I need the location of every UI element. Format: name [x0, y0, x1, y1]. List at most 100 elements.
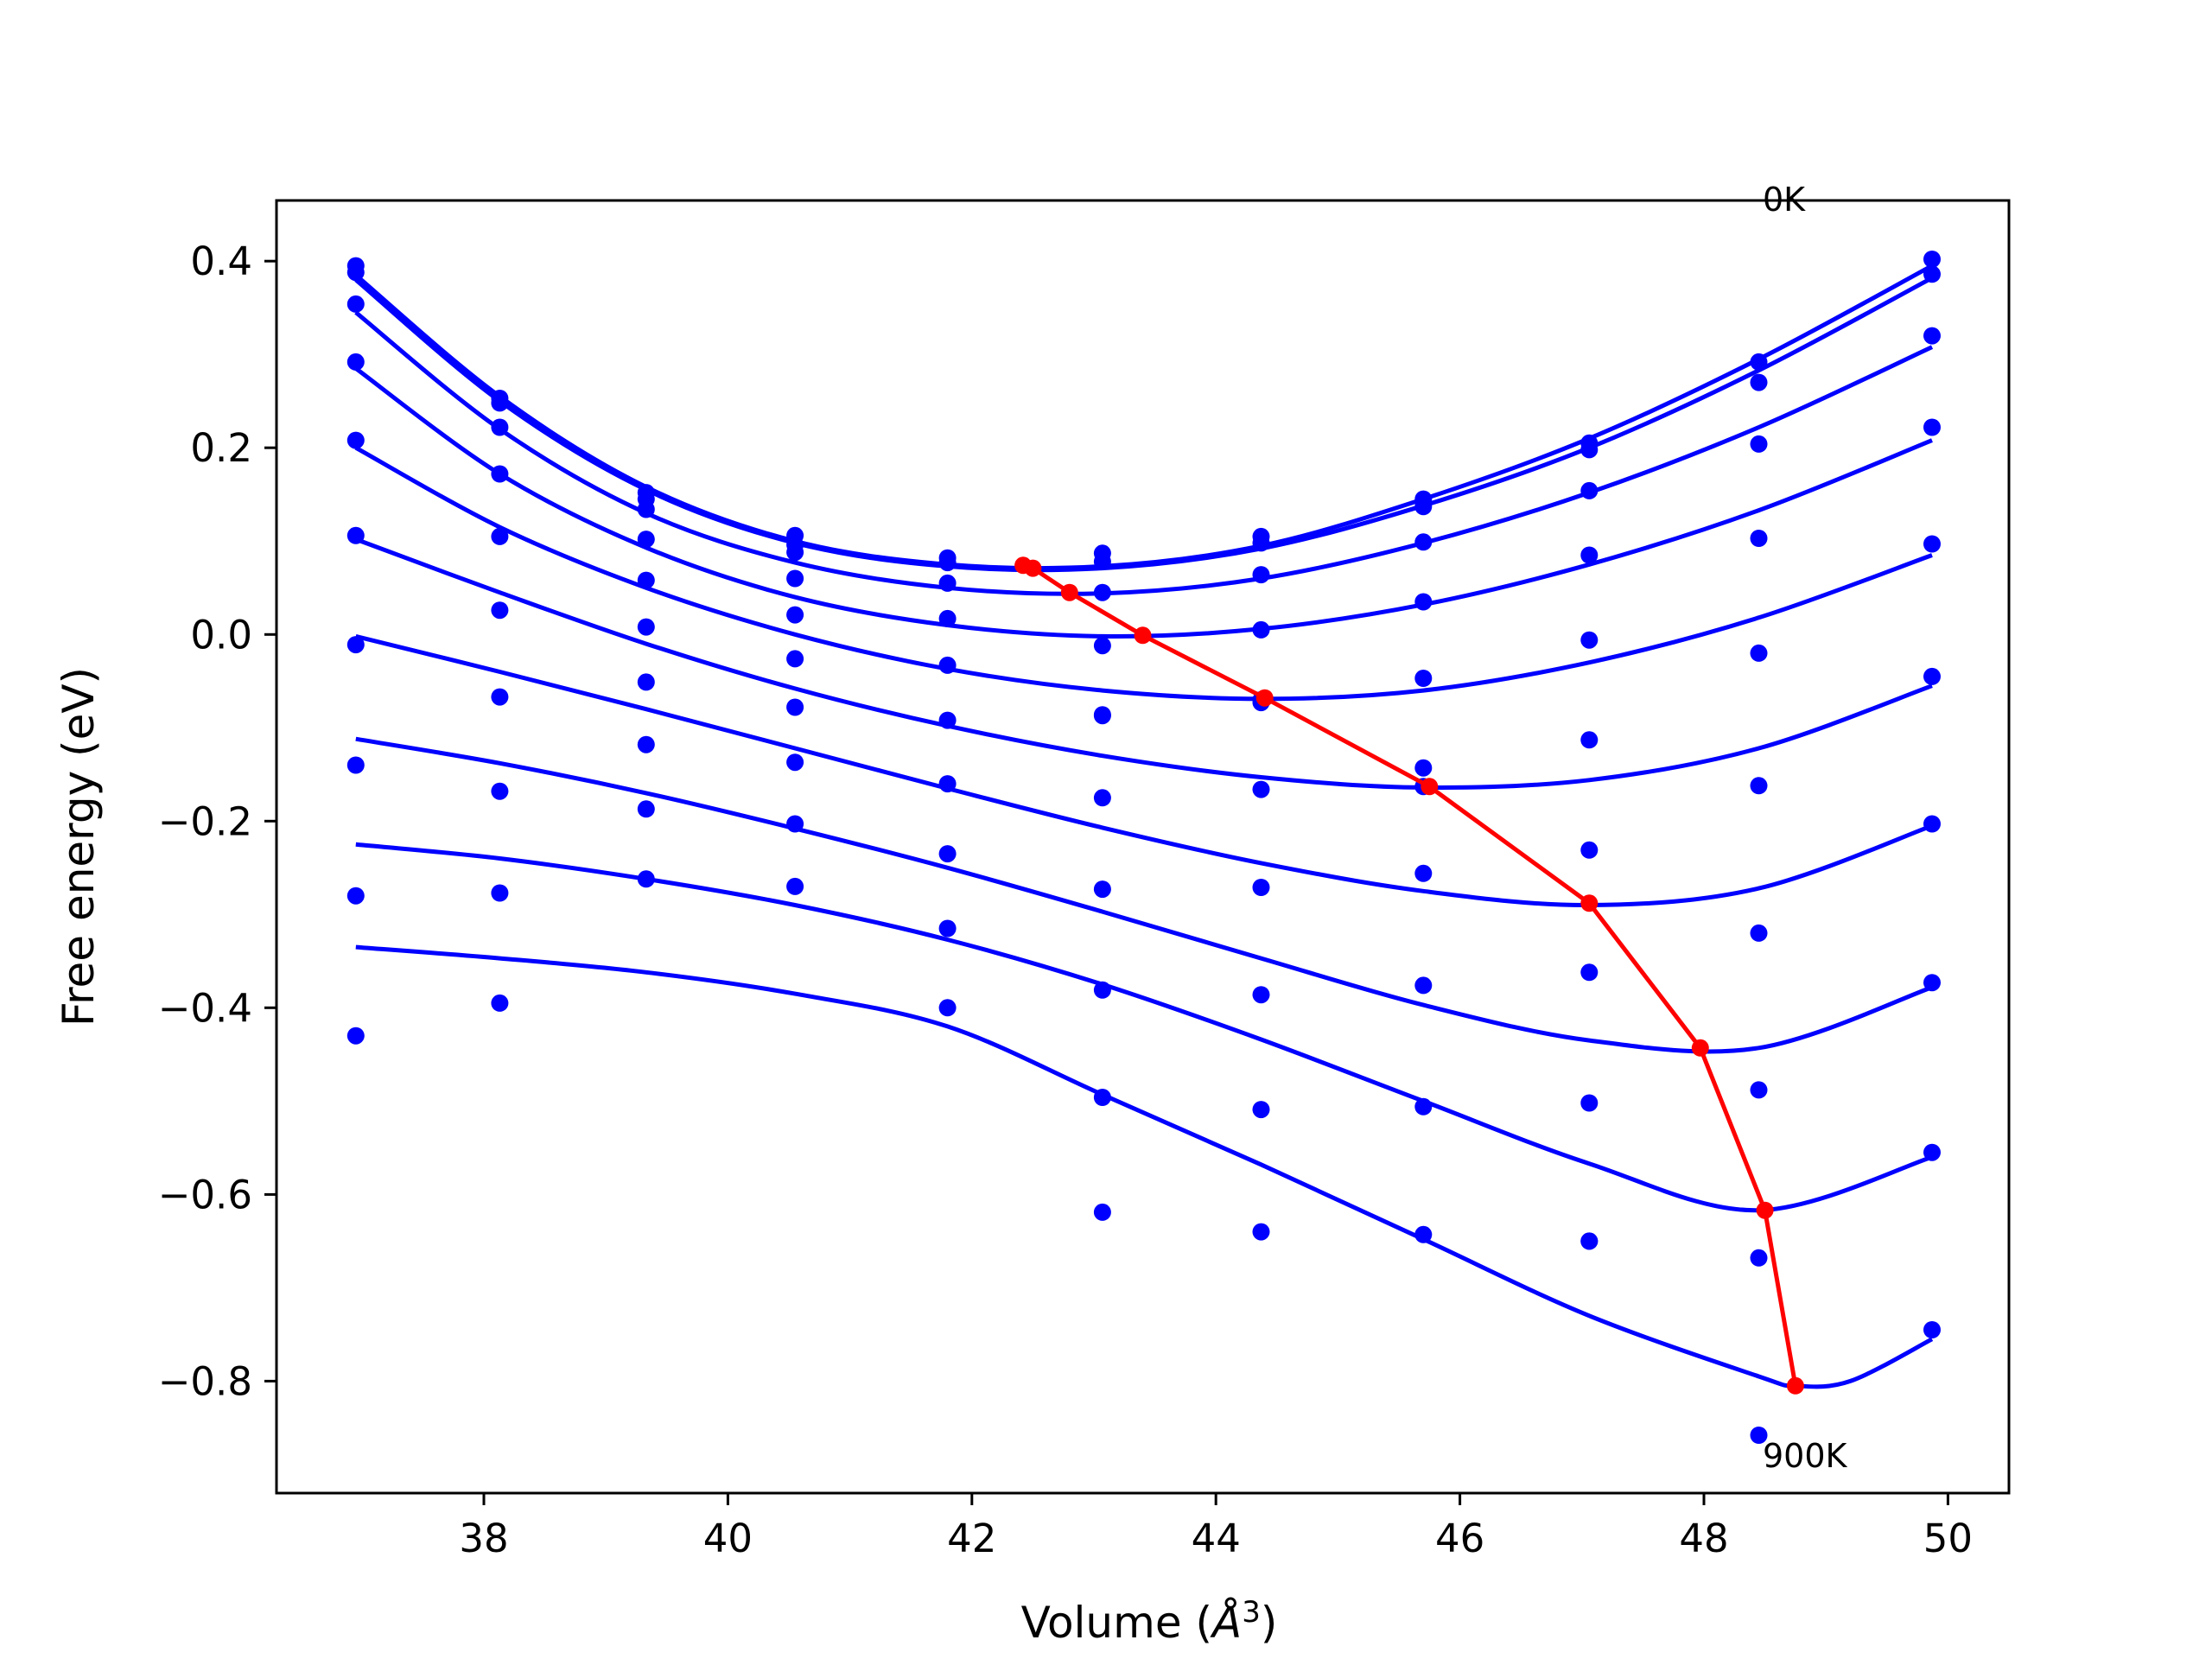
data-point-t8 [1923, 1143, 1941, 1161]
data-point-t7 [1252, 879, 1270, 896]
data-point-t9 [491, 994, 509, 1012]
x-tick-label: 42 [947, 1516, 996, 1561]
data-point-extra [1580, 1232, 1599, 1250]
x-tick-label: 50 [1923, 1516, 1973, 1561]
minimum-energy-path [1022, 563, 1798, 1387]
x-tick-label: 44 [1192, 1516, 1241, 1561]
minimum-point [1060, 583, 1078, 601]
fit-curve-t8 [355, 842, 1933, 1213]
data-point-t8 [637, 800, 655, 818]
data-point-t9 [1252, 1101, 1270, 1119]
data-point-t4 [1414, 670, 1433, 687]
data-point-t6 [491, 688, 509, 706]
data-point-t3 [1093, 637, 1111, 655]
fit-curve-t9 [355, 944, 1934, 1389]
data-point-t0 [1923, 251, 1941, 268]
x-axis-title-close: ) [1261, 1598, 1278, 1648]
x-axis-title-exponent: 3 [1242, 1595, 1261, 1630]
data-point-t5 [637, 618, 655, 636]
data-point-t8 [1252, 986, 1270, 1004]
data-point-t6 [1252, 780, 1270, 798]
x-axis-title: Volume (Å3) [1021, 1595, 1278, 1648]
data-point-t5 [1414, 759, 1433, 777]
data-point-t7 [491, 782, 509, 800]
data-point-t7 [346, 756, 365, 774]
data-point-t2 [346, 295, 365, 313]
data-point-t5 [938, 711, 957, 729]
data-point-t7 [1580, 963, 1599, 982]
x-tick-label: 38 [459, 1516, 508, 1561]
minimum-point [1421, 778, 1439, 796]
data-point-t1 [1093, 553, 1111, 570]
fit-curve-t4 [354, 446, 1933, 702]
minimum-point [1134, 626, 1152, 645]
y-tick-label: −0.8 [158, 1358, 252, 1404]
plot-frame [275, 199, 2011, 1495]
data-point-t7 [1750, 1081, 1768, 1099]
data-point-t2 [1252, 566, 1270, 584]
minimum-point [1756, 1201, 1774, 1219]
x-axis-title-symbol: Å [1210, 1598, 1242, 1648]
data-point-t4 [1750, 644, 1768, 662]
data-point-t5 [1750, 777, 1768, 795]
data-point-t2 [1923, 327, 1941, 345]
data-point-t2 [491, 418, 509, 436]
data-point-t2 [938, 574, 957, 592]
minimum-point [1691, 1039, 1709, 1057]
data-point-t6 [637, 673, 655, 691]
data-point-t5 [1580, 731, 1599, 749]
data-point-t4 [491, 527, 509, 545]
data-point-t9 [1414, 1097, 1433, 1116]
data-point-t4 [1923, 535, 1941, 553]
data-point-t3 [786, 569, 804, 588]
data-point-t4 [786, 606, 804, 624]
y-tick-label: 0.0 [190, 612, 252, 658]
data-point-t3 [1580, 546, 1599, 564]
x-tick-label: 46 [1435, 1516, 1484, 1561]
x-tick-label: 40 [703, 1516, 753, 1561]
data-point-t1 [491, 394, 509, 412]
data-point-t7 [1923, 974, 1941, 992]
fit-curve-t5 [354, 537, 1933, 791]
data-point-t7 [938, 845, 957, 863]
data-point-t8 [1750, 1249, 1768, 1267]
data-point-t3 [1252, 620, 1270, 639]
data-point-t0 [1750, 353, 1768, 371]
data-point-t5 [1093, 707, 1111, 725]
data-point-t3 [491, 465, 509, 483]
data-point-t1 [1750, 373, 1768, 391]
minimum-point [1580, 894, 1599, 912]
minimum-point [1255, 689, 1274, 707]
data-point-t1 [1923, 265, 1941, 283]
data-point-t1 [1580, 441, 1599, 459]
y-tick-label: −0.2 [158, 798, 252, 844]
data-point-t6 [346, 636, 365, 654]
data-point-t9 [1093, 1089, 1111, 1106]
data-point-t3 [1414, 593, 1433, 611]
data-point-t1 [1252, 534, 1270, 552]
y-axis-title: Free energy (eV) [54, 667, 104, 1027]
data-point-t5 [346, 526, 365, 544]
data-point-t9 [346, 1027, 365, 1045]
data-point-extra [1414, 1225, 1433, 1243]
data-point-t5 [491, 601, 509, 620]
data-point-t7 [1414, 864, 1433, 882]
data-point-t4 [938, 656, 957, 674]
data-point-t4 [1580, 631, 1599, 649]
fit-curve-t7 [355, 736, 1933, 1054]
data-point-t6 [1093, 789, 1111, 807]
data-point-t3 [637, 531, 655, 549]
data-point-t6 [1750, 924, 1768, 942]
data-point-t4 [346, 431, 365, 449]
data-point-t6 [1923, 815, 1941, 833]
x-axis-title-text: Volume ( [1021, 1598, 1212, 1648]
data-point-t2 [1750, 435, 1768, 453]
data-point-t5 [786, 650, 804, 668]
data-point-t7 [1093, 880, 1111, 899]
axis-ticks: 38 40 42 44 46 48 50 0.4 0.2 0.0 −0.2 −0.4 −0.6 −0.8 [158, 238, 1973, 1561]
data-point-t8 [346, 887, 365, 905]
y-tick-label: 0.4 [190, 238, 252, 284]
data-point-t3 [938, 609, 957, 627]
fit-curve-t3 [354, 366, 1933, 639]
